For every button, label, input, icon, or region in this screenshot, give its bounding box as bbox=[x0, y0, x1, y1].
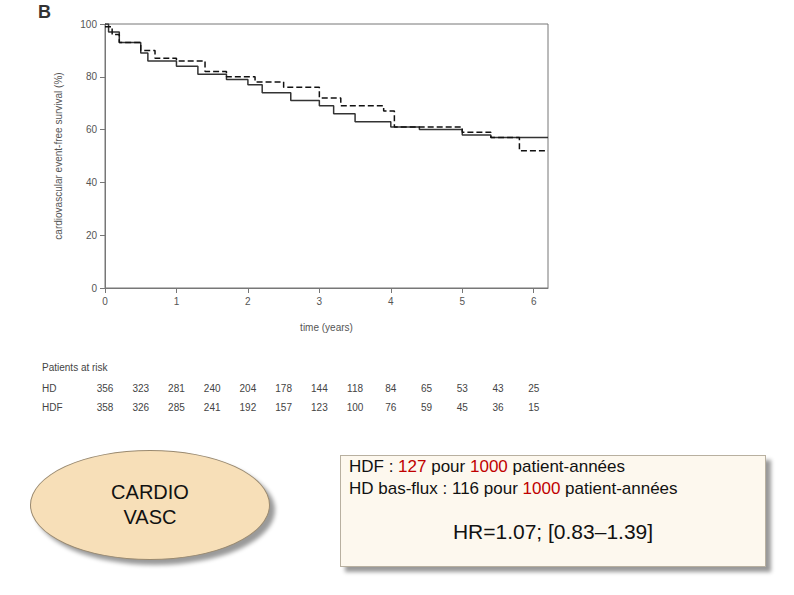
svg-text:358: 358 bbox=[97, 402, 114, 413]
svg-text:123: 123 bbox=[311, 402, 328, 413]
svg-text:53: 53 bbox=[457, 383, 469, 394]
svg-text:241: 241 bbox=[204, 402, 221, 413]
html-text:HD bas-flux : 116 pour 1000 pa: HD bas-flux : 116 pour 1000 patient-anné… bbox=[349, 479, 678, 498]
svg-text:4: 4 bbox=[388, 296, 394, 307]
svg-text:80: 80 bbox=[86, 71, 98, 82]
html-text:HDF : 127 pour 1000 patient-an: HDF : 127 pour 1000 patient-années bbox=[349, 457, 625, 476]
svg-text:0: 0 bbox=[102, 296, 108, 307]
svg-text:Patients at risk: Patients at risk bbox=[42, 362, 109, 373]
svg-text:76: 76 bbox=[385, 402, 397, 413]
svg-text:204: 204 bbox=[240, 383, 257, 394]
svg-text:281: 281 bbox=[168, 383, 185, 394]
svg-text:100: 100 bbox=[80, 19, 97, 30]
svg-text:59: 59 bbox=[421, 402, 433, 413]
svg-text:HD: HD bbox=[42, 383, 56, 394]
html-text:VASC: VASC bbox=[123, 506, 177, 528]
svg-text:45: 45 bbox=[457, 402, 469, 413]
svg-text:3: 3 bbox=[317, 296, 323, 307]
svg-text:100: 100 bbox=[347, 402, 364, 413]
svg-text:1: 1 bbox=[174, 296, 180, 307]
svg-text:144: 144 bbox=[311, 383, 328, 394]
svg-text:0: 0 bbox=[91, 283, 97, 294]
svg-text:36: 36 bbox=[492, 402, 504, 413]
svg-text:240: 240 bbox=[204, 383, 221, 394]
html-text:HR=1.07; [0.83–1.39]: HR=1.07; [0.83–1.39] bbox=[452, 520, 654, 543]
svg-text:5: 5 bbox=[459, 296, 465, 307]
svg-text:65: 65 bbox=[421, 383, 433, 394]
svg-text:HDF: HDF bbox=[42, 402, 63, 413]
svg-text:178: 178 bbox=[275, 383, 292, 394]
svg-text:40: 40 bbox=[86, 177, 98, 188]
svg-text:60: 60 bbox=[86, 124, 98, 135]
svg-text:192: 192 bbox=[240, 402, 257, 413]
svg-text:356: 356 bbox=[97, 383, 114, 394]
svg-text:15: 15 bbox=[528, 402, 540, 413]
svg-text:2: 2 bbox=[245, 296, 251, 307]
svg-text:cardiovascular event-free surv: cardiovascular event-free survival (%) bbox=[53, 72, 64, 239]
svg-text:326: 326 bbox=[132, 402, 149, 413]
svg-text:285: 285 bbox=[168, 402, 185, 413]
svg-text:6: 6 bbox=[531, 296, 537, 307]
svg-text:43: 43 bbox=[492, 383, 504, 394]
svg-text:157: 157 bbox=[275, 402, 292, 413]
html-text:CARDIO: CARDIO bbox=[111, 481, 189, 503]
svg-text:118: 118 bbox=[347, 383, 363, 394]
svg-text:20: 20 bbox=[86, 230, 98, 241]
svg-text:84: 84 bbox=[385, 383, 397, 394]
html-text:B: B bbox=[38, 2, 51, 22]
svg-text:25: 25 bbox=[528, 383, 540, 394]
svg-text:time (years): time (years) bbox=[300, 322, 353, 333]
svg-text:323: 323 bbox=[132, 383, 149, 394]
